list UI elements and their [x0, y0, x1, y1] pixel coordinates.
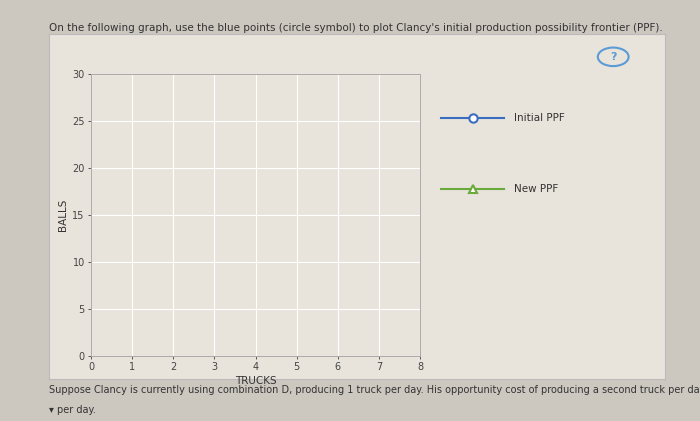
Text: Initial PPF: Initial PPF: [514, 113, 566, 123]
Text: ▾ per day.: ▾ per day.: [49, 405, 96, 415]
Text: On the following graph, use the blue points (circle symbol) to plot Clancy's ini: On the following graph, use the blue poi…: [49, 23, 663, 33]
X-axis label: TRUCKS: TRUCKS: [234, 376, 276, 386]
Text: New PPF: New PPF: [514, 184, 559, 195]
Text: Suppose Clancy is currently using combination D, producing 1 truck per day. His : Suppose Clancy is currently using combin…: [49, 385, 700, 395]
Y-axis label: BALLS: BALLS: [58, 199, 68, 231]
Text: ?: ?: [610, 52, 617, 62]
